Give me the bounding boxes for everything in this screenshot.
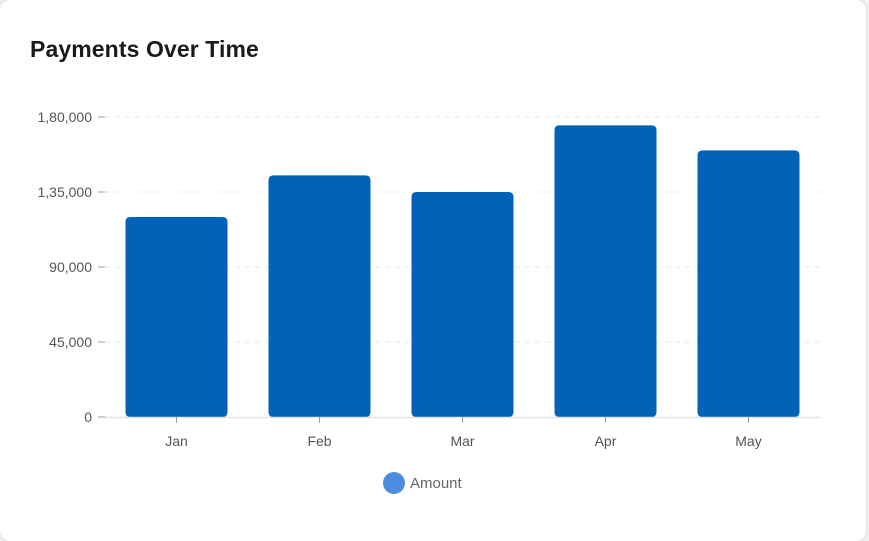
x-axis: Jan Feb Mar Apr May: [165, 417, 762, 449]
x-tick-label: Mar: [450, 433, 474, 449]
legend[interactable]: Amount: [383, 472, 463, 494]
x-tick-label: Feb: [307, 433, 331, 449]
legend-marker: [383, 472, 405, 494]
y-tick-label: 1,80,000: [38, 109, 93, 125]
chart-title: Payments Over Time: [30, 36, 259, 62]
y-axis: 0 45,000 90,000 1,35,000 1,80,000: [38, 109, 105, 425]
legend-label: Amount: [410, 475, 463, 492]
y-tick-label: 1,35,000: [38, 184, 93, 200]
x-tick-label: May: [735, 433, 761, 449]
x-tick-label: Jan: [165, 433, 188, 449]
x-tick-label: Apr: [595, 433, 617, 449]
y-tick-label: 0: [84, 409, 92, 425]
bar-apr[interactable]: [554, 125, 657, 417]
bar-mar[interactable]: [411, 192, 514, 417]
bar-may[interactable]: [697, 150, 800, 418]
bar-jan[interactable]: [125, 217, 228, 417]
y-tick-label: 90,000: [49, 259, 92, 275]
y-tick-label: 45,000: [49, 334, 92, 350]
bar-feb[interactable]: [268, 175, 371, 417]
bars: [125, 125, 800, 418]
